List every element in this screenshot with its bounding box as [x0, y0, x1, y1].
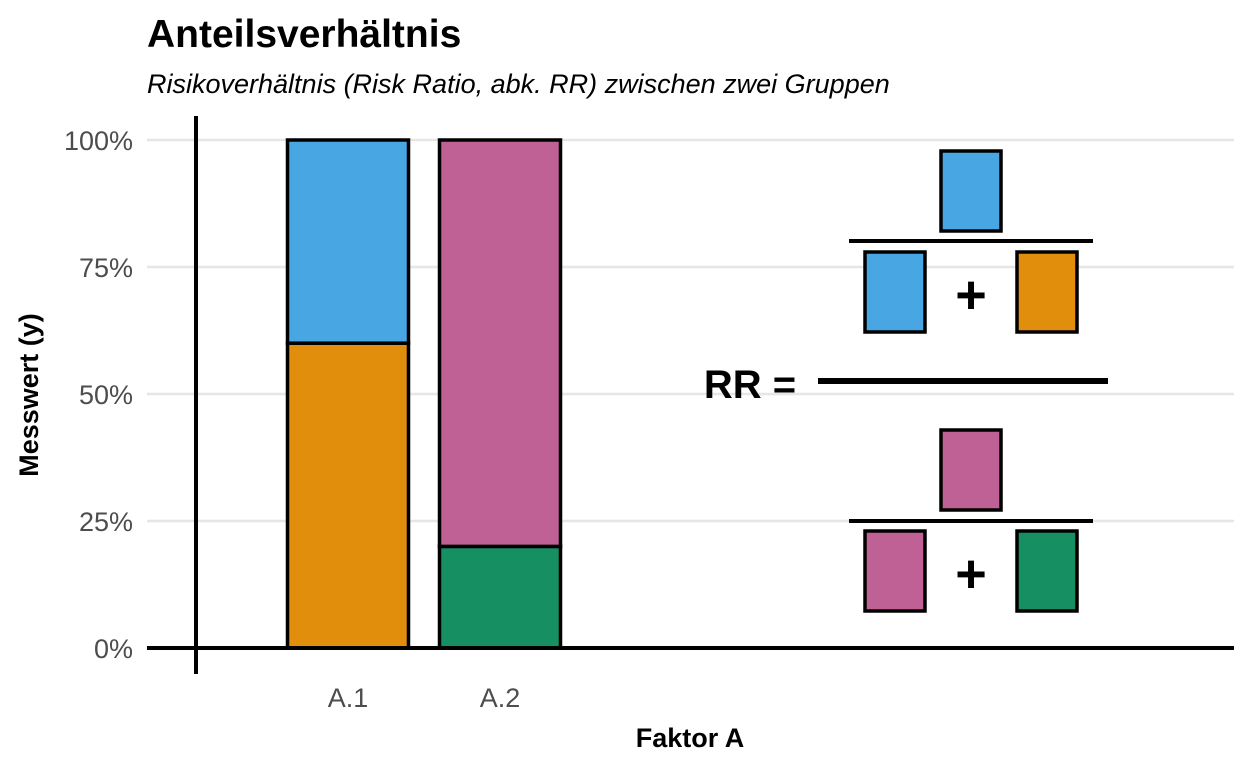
chart-subtitle: Risikoverhältnis (Risk Ratio, abk. RR) z…	[147, 69, 890, 99]
y-tick-labels: 0% 25% 50% 75% 100%	[64, 126, 133, 664]
bar-segment	[285, 138, 411, 345]
denominator-right-swatch	[1015, 529, 1079, 613]
denominator-top-swatch	[939, 428, 1003, 512]
bar-segment	[437, 138, 563, 549]
bars	[285, 138, 563, 650]
denominator-left-swatch	[863, 529, 927, 613]
x-tick-label: A.1	[328, 683, 369, 713]
y-tick-label: 100%	[64, 126, 133, 156]
denominator-plus-sign: +	[955, 544, 987, 604]
numerator-top-swatch	[939, 149, 1003, 233]
numerator-right-swatch	[1015, 250, 1079, 334]
y-tick-label: 50%	[79, 380, 133, 410]
bar-segment	[285, 341, 411, 650]
x-axis-title: Faktor A	[636, 723, 745, 753]
bar-segment	[437, 544, 563, 650]
y-tick-label: 75%	[79, 253, 133, 283]
chart-title: Anteilsverhältnis	[147, 13, 461, 56]
rr-formula: RR = + +	[704, 149, 1108, 613]
x-tick-label: A.2	[480, 683, 521, 713]
x-tick-labels: A.1 A.2	[328, 683, 521, 713]
numerator-left-swatch	[863, 250, 927, 334]
y-tick-label: 25%	[79, 507, 133, 537]
rr-label: RR =	[704, 363, 796, 407]
y-tick-label: 0%	[94, 634, 133, 664]
numerator-plus-sign: +	[955, 265, 987, 325]
y-axis-title: Messwert (y)	[14, 313, 44, 477]
